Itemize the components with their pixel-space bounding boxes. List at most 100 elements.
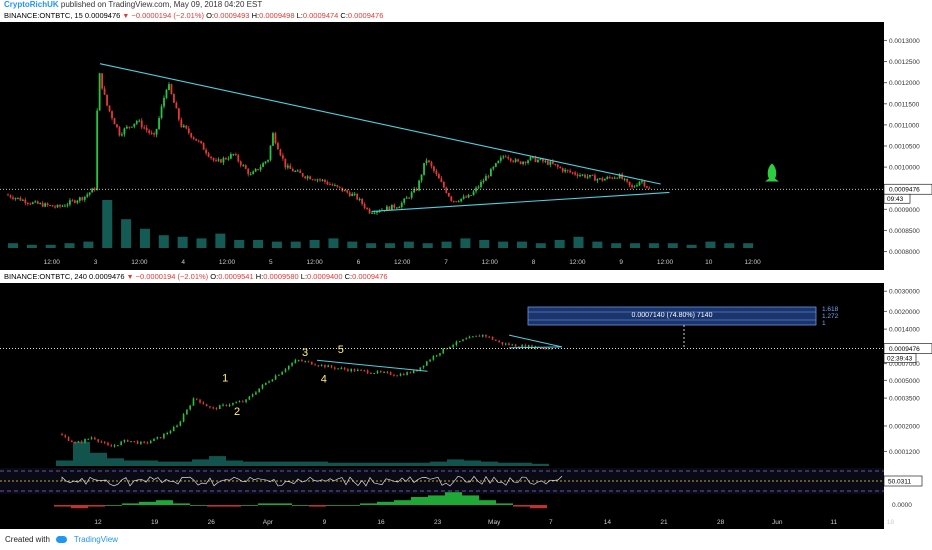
time-axis-strip-bottom: [0, 514, 884, 529]
volume-bar: [498, 241, 509, 248]
volume-bar: [366, 243, 377, 248]
chart-15m-svg[interactable]: 0.0013000 0.0012500 0.0012000 0.0011500 0.00…: [0, 22, 932, 270]
macd-bar: [496, 503, 513, 505]
volume-bar: [328, 462, 345, 466]
chart-pane-15m[interactable]: 0.0013000 0.0012500 0.0012000 0.0011500 0.00…: [0, 22, 932, 270]
candle-4h-candle: [189, 405, 191, 410]
volume-bar: [226, 460, 243, 466]
wave-label: 3: [302, 347, 308, 359]
candle-15m-candle: [405, 197, 408, 199]
x-tick-label: 28: [717, 519, 725, 526]
candle-15m-candle: [353, 193, 356, 195]
candle-15m-candle: [64, 205, 66, 207]
volume-bar: [554, 240, 565, 248]
candle-15m-candle: [21, 199, 24, 201]
time-axis-strip-top: [0, 248, 884, 270]
macd-bar: [326, 505, 343, 506]
down-arrow-icon: ▼: [122, 13, 130, 20]
low-value-240: 0.0009400: [307, 272, 343, 281]
candle-15m-candle: [88, 192, 91, 195]
candle-4h-candle: [481, 334, 484, 337]
macd-zero-label: 0.0000: [892, 502, 912, 509]
candle-15m-candle: [519, 161, 522, 164]
candle-15m-candle: [39, 203, 42, 205]
open-value-240: 0.0009541: [218, 272, 254, 281]
fib-level-label: 1.618: [822, 306, 839, 313]
candle-4h-candle: [261, 384, 264, 389]
macd-bar: [207, 505, 224, 507]
x-tick-label: 8: [532, 259, 536, 266]
candle-15m-candle: [232, 154, 235, 156]
candle-15m-candle: [111, 111, 113, 119]
candle-15m-candle: [249, 174, 252, 176]
candle-15m-candle: [173, 94, 175, 103]
candle-15m-candle: [31, 202, 34, 204]
candle-4h-candle: [393, 374, 395, 376]
candle-4h-candle: [264, 382, 267, 385]
candle-15m-candle: [309, 176, 312, 180]
candle-15m-candle: [306, 176, 309, 179]
chart-4h-svg[interactable]: 0.0030000 0.0020000 0.0014000 0.0007000 0.00…: [0, 283, 932, 529]
candle-15m-candle: [351, 193, 354, 196]
candle-15m-candle: [244, 165, 247, 169]
candle-4h-candle: [353, 369, 356, 372]
candle-4h-candle: [527, 345, 530, 348]
candle-15m-candle: [534, 156, 537, 162]
candle-15m-candle: [532, 156, 534, 158]
candle-4h-candle: [337, 368, 339, 370]
candle-15m-candle: [413, 188, 416, 193]
candle-15m-candle: [217, 159, 220, 161]
candle-15m-candle: [301, 173, 304, 177]
candle-15m-candle: [569, 170, 572, 173]
candle-15m-candle: [390, 204, 393, 210]
candle-4h-candle: [422, 365, 425, 368]
candle-15m-candle: [487, 176, 490, 178]
candle-15m-candle: [616, 177, 619, 179]
candle-15m-candle: [81, 197, 84, 200]
candle-15m-candle: [91, 188, 94, 193]
volume-bar: [294, 461, 311, 466]
macd-bar: [275, 503, 292, 505]
x-tick-label: 10: [705, 259, 713, 266]
candle-15m-candle: [358, 198, 361, 200]
candle-15m-candle: [321, 179, 324, 181]
last-price: 0.0009476: [84, 11, 121, 20]
x-tick-label: 26: [208, 519, 216, 526]
volume-bar: [630, 243, 641, 248]
volume-bar: [26, 244, 37, 248]
candle-15m-candle: [170, 84, 173, 95]
rsi-value-box: [883, 475, 923, 487]
volume-bar: [481, 461, 498, 466]
candle-4h-candle: [103, 442, 106, 444]
candle-4h-candle: [310, 361, 313, 365]
candle-4h-candle: [153, 438, 155, 442]
measure-box: [527, 306, 817, 326]
candle-4h-candle: [491, 336, 494, 340]
chart-pane-4h[interactable]: 0.0030000 0.0020000 0.0014000 0.0007000 0.00…: [0, 283, 932, 529]
author-name[interactable]: CryptoRichUK: [4, 0, 59, 9]
x-tick-label: 12:00: [219, 259, 236, 266]
volume-bar: [141, 460, 158, 466]
candle-15m-candle: [314, 179, 316, 181]
candle-15m-candle: [388, 206, 391, 210]
candle-15m-candle: [299, 170, 302, 174]
volume-bar: [403, 241, 414, 248]
candle-4h-candle: [166, 432, 168, 434]
candle-15m-candle: [103, 88, 106, 95]
candle-15m-candle: [613, 177, 616, 179]
candle-15m-candle: [289, 165, 292, 169]
candle-4h-candle: [514, 344, 517, 347]
candle-15m-candle: [636, 185, 638, 187]
tradingview-brand[interactable]: TradingView: [73, 535, 118, 544]
candle-4h-candle: [403, 374, 405, 376]
y-tick-label: 0.0003500: [889, 396, 920, 403]
candle-15m-candle: [492, 166, 495, 169]
candle-15m-candle: [7, 194, 9, 196]
candle-4h-candle: [504, 343, 507, 345]
low-value: 0.0009474: [302, 11, 339, 20]
candle-4h-candle: [297, 360, 300, 362]
candle-4h-candle: [268, 381, 270, 383]
volume-bar: [667, 243, 678, 248]
x-tick-label: 19: [151, 519, 159, 526]
candle-15m-candle: [113, 118, 116, 125]
